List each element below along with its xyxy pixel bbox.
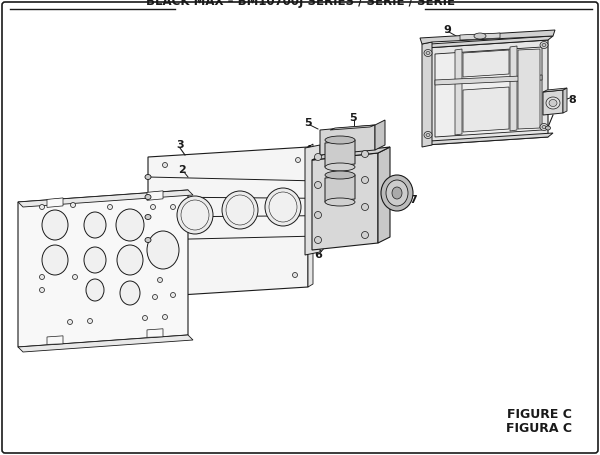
Ellipse shape — [84, 247, 106, 273]
Ellipse shape — [145, 214, 151, 219]
Polygon shape — [325, 175, 355, 202]
Ellipse shape — [42, 245, 68, 275]
Polygon shape — [330, 125, 375, 130]
Polygon shape — [147, 329, 163, 337]
Ellipse shape — [222, 191, 258, 229]
Polygon shape — [305, 145, 320, 255]
Text: 6: 6 — [314, 250, 322, 260]
Ellipse shape — [181, 200, 209, 230]
Ellipse shape — [361, 203, 368, 211]
Ellipse shape — [392, 187, 402, 199]
Ellipse shape — [117, 245, 143, 275]
Ellipse shape — [152, 294, 157, 299]
Ellipse shape — [296, 157, 301, 162]
Polygon shape — [47, 336, 63, 344]
Ellipse shape — [424, 50, 432, 56]
Text: 5: 5 — [349, 113, 357, 123]
Polygon shape — [518, 49, 540, 129]
Ellipse shape — [293, 273, 298, 278]
Ellipse shape — [549, 100, 557, 106]
Polygon shape — [422, 42, 432, 147]
Ellipse shape — [88, 318, 92, 324]
Ellipse shape — [325, 198, 355, 206]
Ellipse shape — [120, 281, 140, 305]
Ellipse shape — [361, 232, 368, 238]
Ellipse shape — [157, 278, 163, 283]
Polygon shape — [435, 75, 542, 85]
Text: 8: 8 — [568, 95, 576, 105]
Ellipse shape — [170, 204, 176, 209]
Polygon shape — [147, 191, 163, 200]
Ellipse shape — [314, 212, 322, 218]
Ellipse shape — [84, 212, 106, 238]
Polygon shape — [312, 153, 378, 250]
Ellipse shape — [143, 315, 148, 320]
Ellipse shape — [314, 182, 322, 188]
Ellipse shape — [361, 151, 368, 157]
Polygon shape — [378, 147, 390, 243]
Ellipse shape — [71, 202, 76, 207]
Text: 5: 5 — [304, 118, 312, 128]
Ellipse shape — [67, 319, 73, 324]
Ellipse shape — [42, 210, 68, 240]
Ellipse shape — [177, 196, 213, 234]
Polygon shape — [463, 87, 509, 132]
Polygon shape — [510, 46, 517, 131]
Ellipse shape — [546, 97, 560, 109]
Polygon shape — [18, 190, 193, 207]
Ellipse shape — [542, 126, 546, 128]
Ellipse shape — [86, 279, 104, 301]
Ellipse shape — [163, 314, 167, 319]
Polygon shape — [435, 47, 542, 137]
Text: 4: 4 — [304, 145, 312, 155]
Polygon shape — [18, 190, 188, 347]
Polygon shape — [47, 198, 63, 207]
Ellipse shape — [107, 204, 113, 209]
Ellipse shape — [338, 214, 342, 217]
Polygon shape — [308, 144, 313, 287]
Ellipse shape — [145, 175, 151, 180]
Text: 3: 3 — [176, 140, 184, 150]
Polygon shape — [455, 49, 462, 135]
Polygon shape — [543, 88, 567, 92]
Ellipse shape — [381, 175, 413, 211]
Ellipse shape — [426, 51, 430, 55]
Ellipse shape — [269, 192, 297, 222]
Polygon shape — [563, 88, 567, 113]
Text: 7: 7 — [409, 195, 417, 205]
Ellipse shape — [386, 180, 408, 206]
Ellipse shape — [325, 171, 355, 179]
Ellipse shape — [542, 44, 546, 46]
Ellipse shape — [540, 123, 548, 131]
Polygon shape — [425, 36, 553, 48]
Ellipse shape — [424, 131, 432, 138]
Ellipse shape — [265, 188, 301, 226]
Ellipse shape — [163, 162, 167, 167]
Polygon shape — [375, 120, 385, 150]
Ellipse shape — [145, 194, 151, 199]
Polygon shape — [425, 40, 548, 145]
Text: BLACK MAX – BM10700J SERIES / SÉRIE / SERIE: BLACK MAX – BM10700J SERIES / SÉRIE / SE… — [146, 0, 455, 8]
Ellipse shape — [325, 163, 355, 171]
Polygon shape — [463, 50, 509, 77]
Ellipse shape — [338, 234, 342, 237]
Ellipse shape — [338, 197, 342, 200]
Ellipse shape — [170, 293, 176, 298]
Ellipse shape — [325, 136, 355, 144]
Text: FIGURA C: FIGURA C — [506, 423, 572, 435]
Ellipse shape — [338, 180, 342, 183]
Text: 9: 9 — [443, 25, 451, 35]
Ellipse shape — [540, 41, 548, 49]
Ellipse shape — [40, 274, 44, 279]
Text: FIGURE C: FIGURE C — [507, 409, 572, 421]
Polygon shape — [320, 125, 375, 155]
Polygon shape — [543, 90, 563, 115]
Ellipse shape — [40, 204, 44, 209]
Ellipse shape — [145, 238, 151, 243]
Ellipse shape — [116, 209, 144, 241]
Polygon shape — [312, 147, 390, 160]
Ellipse shape — [314, 153, 322, 161]
Ellipse shape — [426, 133, 430, 136]
Ellipse shape — [73, 274, 77, 279]
